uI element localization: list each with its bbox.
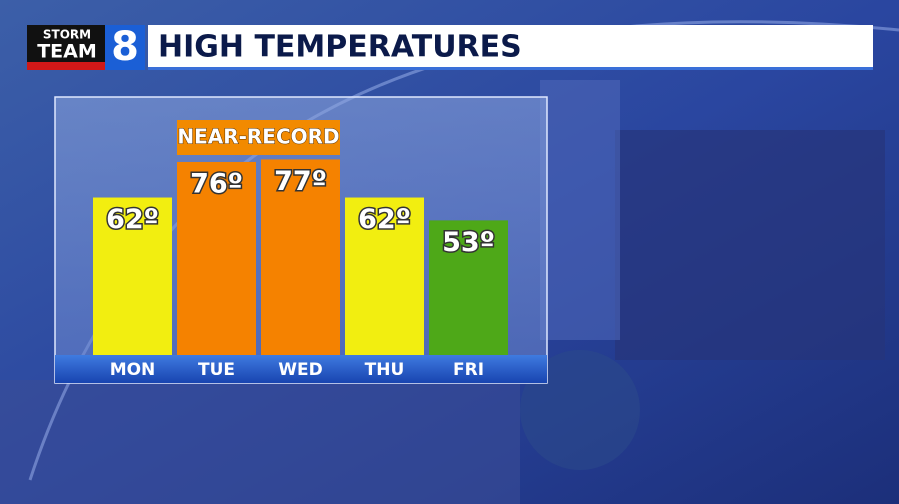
bar xyxy=(345,197,424,355)
logo-line1: STORM xyxy=(43,28,91,42)
building xyxy=(0,380,520,504)
x-tick-label: MON xyxy=(110,360,156,380)
value-label: 53º xyxy=(442,227,495,258)
bar xyxy=(261,159,340,355)
value-label: 77º xyxy=(274,166,327,197)
building xyxy=(615,130,885,360)
chart-title: HIGH TEMPERATURES xyxy=(158,30,522,65)
building xyxy=(540,80,620,340)
bar xyxy=(177,161,256,355)
x-tick-label: TUE xyxy=(198,360,235,380)
logo-number-box xyxy=(105,25,145,70)
value-label: 62º xyxy=(106,204,159,235)
title-underline xyxy=(148,67,873,70)
logo-stripe xyxy=(27,62,107,70)
category-strip xyxy=(55,355,547,383)
value-label: 76º xyxy=(190,168,243,199)
logo-line2: TEAM xyxy=(37,41,97,63)
title-bar xyxy=(148,25,873,70)
x-tick-label: THU xyxy=(365,360,405,380)
tree xyxy=(520,350,640,470)
x-tick-label: FRI xyxy=(453,360,484,380)
bar xyxy=(429,220,508,355)
annotation: NEAR-RECORD xyxy=(177,125,339,149)
x-tick-label: WED xyxy=(278,360,322,380)
value-label: 62º xyxy=(358,204,411,235)
annotation-box xyxy=(177,120,340,155)
logo-number: 8 xyxy=(111,24,139,70)
bar xyxy=(93,197,172,355)
